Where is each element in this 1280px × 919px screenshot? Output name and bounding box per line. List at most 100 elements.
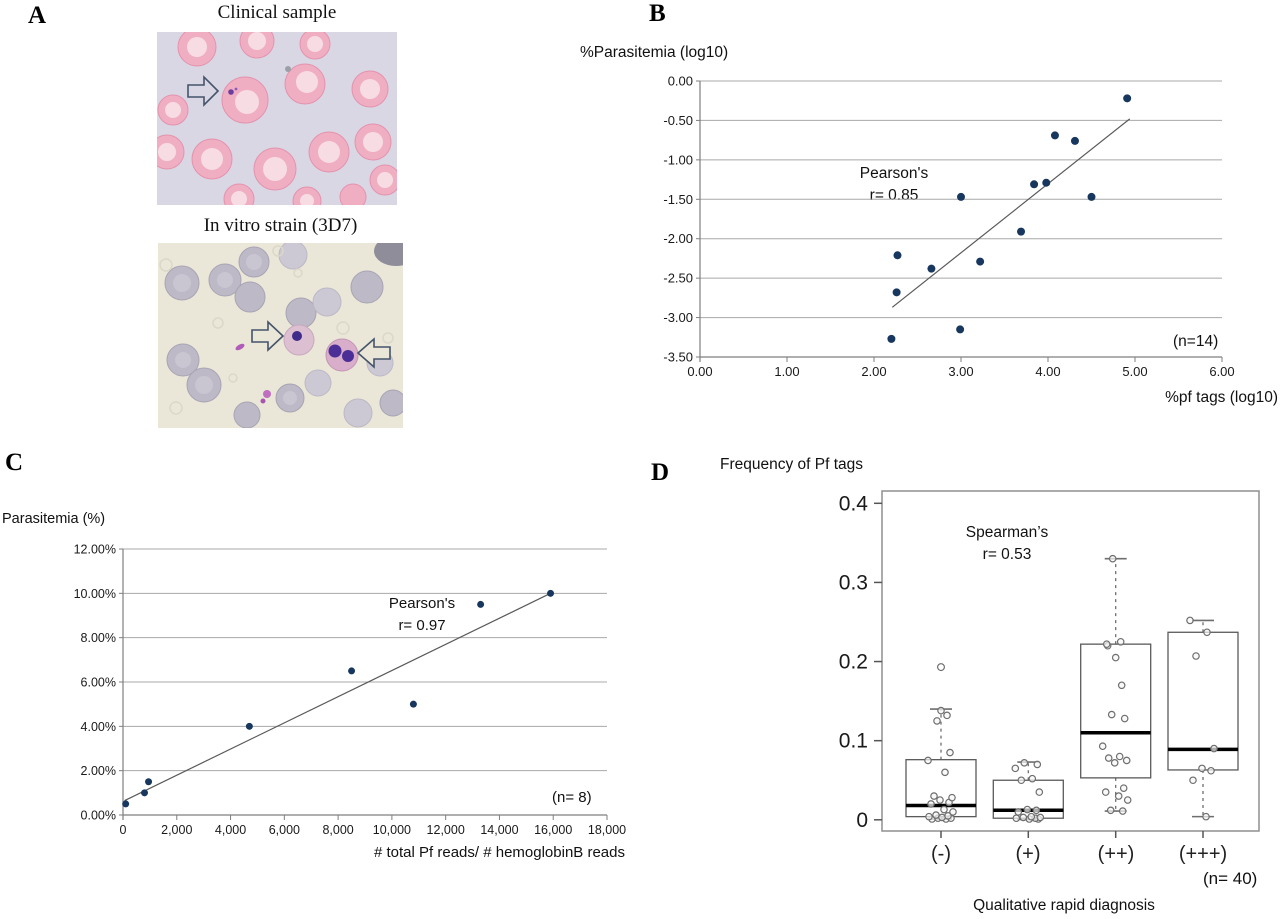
data-point bbox=[547, 589, 555, 597]
jitter-point bbox=[930, 792, 938, 800]
data-point bbox=[976, 257, 985, 266]
data-point bbox=[145, 778, 153, 786]
panel-d-category-plus3: (+++) bbox=[1178, 843, 1228, 865]
jitter-point bbox=[1101, 788, 1110, 796]
jitter-point bbox=[1210, 744, 1218, 753]
jitter-point bbox=[1119, 784, 1128, 792]
clinical-sample-micrograph bbox=[157, 32, 397, 205]
data-point bbox=[1030, 180, 1039, 189]
x-tick-label: 8,000 bbox=[322, 823, 353, 837]
jitter-point bbox=[1117, 681, 1126, 690]
y-tick-label: 8.00% bbox=[81, 631, 116, 645]
x-tick-label: 10,000 bbox=[373, 823, 411, 837]
jitter-point bbox=[1114, 792, 1123, 800]
panel-c-n-label: (n= 8) bbox=[552, 789, 592, 806]
jitter-point bbox=[1186, 616, 1194, 625]
trend-line bbox=[891, 118, 1131, 308]
x-tick-label: 6.00 bbox=[1209, 364, 1234, 379]
data-point bbox=[245, 722, 253, 730]
x-tick-label: 6,000 bbox=[269, 823, 300, 837]
jitter-point bbox=[925, 812, 933, 821]
data-point bbox=[409, 700, 417, 708]
y-tick-label: 4.00% bbox=[81, 720, 116, 734]
jitter-point bbox=[1033, 760, 1042, 769]
box bbox=[1080, 643, 1152, 779]
jitter-point bbox=[944, 812, 952, 820]
data-point bbox=[927, 264, 936, 273]
jitter-point bbox=[1102, 640, 1111, 648]
parasite-blob bbox=[328, 344, 342, 358]
data-point bbox=[892, 288, 901, 297]
jitter-point bbox=[924, 756, 932, 765]
parasite-blob bbox=[292, 331, 302, 341]
panel-c-y-axis-title: Parasitemia (%) bbox=[2, 511, 106, 527]
jitter-point bbox=[937, 706, 945, 715]
jitter-point bbox=[1111, 653, 1120, 662]
data-point bbox=[957, 192, 965, 201]
invitro-strain-micrograph bbox=[158, 243, 403, 428]
jitter-point bbox=[1123, 796, 1132, 804]
clinical-sample-image bbox=[157, 32, 397, 205]
data-point bbox=[477, 600, 485, 608]
panel-d-n-label: (n= 40) bbox=[1203, 869, 1258, 888]
parasite-smudge bbox=[263, 390, 271, 398]
right-arrow-icon bbox=[187, 75, 220, 107]
y-tick-label: 0.00% bbox=[81, 809, 116, 823]
left-arrow-icon bbox=[356, 337, 391, 369]
jitter-point bbox=[940, 805, 948, 814]
jitter-point bbox=[1116, 637, 1125, 646]
red-blood-cells bbox=[157, 32, 397, 205]
jitter-point bbox=[1202, 812, 1210, 821]
box bbox=[1167, 631, 1239, 771]
jitter-point bbox=[1122, 756, 1131, 765]
jitter-point bbox=[1027, 812, 1036, 821]
data-point bbox=[1087, 192, 1096, 201]
jitter-point bbox=[1192, 652, 1200, 660]
jitter-point bbox=[1120, 714, 1129, 723]
y-tick-label: 10.00% bbox=[74, 587, 116, 601]
panel-d-category-neg: (-) bbox=[931, 843, 951, 865]
panel-c-annotation: Pearson's r= 0.97 bbox=[388, 595, 456, 634]
culture-cells bbox=[159, 243, 403, 428]
jitter-point bbox=[946, 748, 954, 757]
y-tick-label: 2.00% bbox=[81, 764, 116, 778]
jitter-point bbox=[1019, 813, 1028, 822]
jitter-point bbox=[933, 717, 941, 725]
jitter-point bbox=[943, 711, 951, 720]
data-point bbox=[1070, 136, 1079, 145]
x-tick-label: 14,000 bbox=[480, 823, 518, 837]
jitter-point bbox=[1012, 814, 1021, 823]
jitter-point bbox=[1098, 742, 1107, 751]
jitter-point bbox=[1023, 805, 1032, 814]
jitter-point bbox=[1207, 766, 1215, 775]
jitter-point bbox=[1032, 806, 1041, 815]
x-tick-label: 0 bbox=[120, 823, 127, 837]
vacuole-rings bbox=[159, 245, 394, 415]
data-point bbox=[1017, 227, 1026, 236]
micrograph-top-title: Clinical sample bbox=[217, 2, 337, 23]
jitter-point bbox=[1014, 808, 1023, 816]
data-point bbox=[1050, 131, 1059, 140]
jitter-point bbox=[1110, 759, 1119, 767]
y-tick-label: 0.2 bbox=[839, 651, 868, 674]
parasite-smudge bbox=[235, 343, 245, 351]
data-point bbox=[887, 334, 896, 343]
panel-b-n-label: (n=14) bbox=[1173, 333, 1219, 350]
jitter-point bbox=[1108, 554, 1117, 563]
data-point bbox=[141, 789, 149, 797]
debris-speck bbox=[285, 66, 291, 72]
x-tick-label: 12,000 bbox=[427, 823, 465, 837]
jitter-point bbox=[1036, 813, 1045, 822]
parasite-blob bbox=[342, 350, 354, 362]
x-tick-label: 1.00 bbox=[774, 364, 799, 379]
jitter-point bbox=[1017, 776, 1026, 785]
jitter-point bbox=[948, 793, 956, 802]
right-arrow-icon bbox=[251, 320, 285, 352]
panel-d-x-axis-title: Qualitative rapid diagnosis bbox=[973, 897, 1155, 914]
y-tick-label: 0.00 bbox=[668, 74, 693, 89]
x-tick-label: 4.00 bbox=[1035, 364, 1060, 379]
jitter-point bbox=[1106, 806, 1115, 815]
panel-d-category-plus2: (++) bbox=[1097, 843, 1135, 865]
jitter-point bbox=[1035, 788, 1044, 796]
